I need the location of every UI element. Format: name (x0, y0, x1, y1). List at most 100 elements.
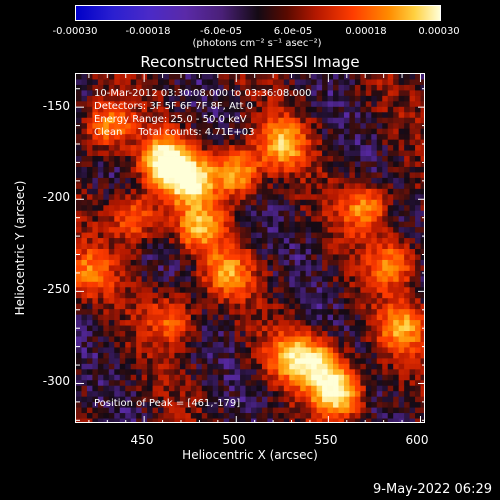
heatmap-cell (245, 106, 252, 113)
heatmap-cell (92, 243, 99, 250)
heatmap-cell (382, 309, 389, 316)
heatmap-cell (125, 221, 132, 228)
heatmap-cell (240, 276, 246, 283)
heatmap-cell (294, 341, 301, 348)
heatmap-cell (179, 363, 186, 370)
heatmap-cell (256, 320, 263, 326)
heatmap-cell (92, 90, 99, 97)
heatmap-cell (234, 418, 241, 422)
heatmap-cell (92, 216, 99, 223)
heatmap-cell (130, 254, 137, 261)
heatmap-cell (92, 172, 99, 179)
heatmap-cell (305, 216, 312, 223)
heatmap-cell (289, 265, 296, 272)
heatmap-cell (223, 161, 230, 168)
heatmap-cell (168, 281, 175, 288)
heatmap-cell (97, 380, 104, 387)
heatmap-cell (251, 221, 257, 228)
heatmap-cell (327, 128, 334, 135)
heatmap-cell (158, 418, 164, 422)
heatmap-cell (218, 210, 225, 217)
heatmap-cell (201, 331, 208, 337)
heatmap-cell (163, 139, 170, 146)
heatmap-cell (179, 347, 186, 354)
heatmap-cell (338, 413, 345, 419)
heatmap-cell (147, 238, 153, 244)
heatmap-cell (163, 172, 170, 179)
heatmap-cell (256, 210, 263, 217)
heatmap-cell (179, 292, 186, 299)
heatmap-cell (125, 396, 132, 403)
heatmap-cell (212, 325, 219, 332)
heatmap-cell (349, 331, 356, 337)
heatmap-cell (371, 150, 378, 157)
heatmap-cell (130, 134, 137, 141)
heatmap-cell (207, 380, 214, 387)
heatmap-cell (229, 166, 235, 173)
heatmap-cell (365, 161, 372, 168)
heatmap-cell (114, 418, 121, 422)
heatmap-cell (147, 287, 153, 294)
heatmap-cell (376, 183, 383, 190)
heatmap-cell (196, 227, 203, 233)
heatmap-cell (147, 391, 153, 398)
heatmap-cell (185, 292, 192, 299)
heatmap-cell (119, 95, 126, 102)
heatmap-cell (354, 276, 361, 283)
heatmap-cell (371, 341, 378, 348)
heatmap-cell (278, 407, 285, 414)
heatmap-cell (168, 418, 175, 422)
heatmap-cell (130, 221, 137, 228)
heatmap-cell (190, 418, 197, 422)
heatmap-cell (229, 227, 235, 233)
heatmap-cell (179, 320, 186, 326)
heatmap-cell (333, 385, 339, 392)
heatmap-cell (168, 270, 175, 277)
heatmap-cell (141, 276, 148, 283)
heatmap-cell (283, 161, 290, 168)
heatmap-cell (354, 134, 361, 141)
heatmap-cell (283, 347, 290, 354)
heatmap-cell (333, 270, 339, 277)
heatmap-cell (207, 374, 214, 381)
heatmap-cell (267, 128, 274, 135)
heatmap-cell (420, 363, 424, 370)
heatmap-cell (125, 134, 132, 141)
heatmap-cell (179, 259, 186, 266)
heatmap-cell (349, 232, 356, 239)
heatmap-cell (354, 287, 361, 294)
heatmap-cell (261, 79, 268, 86)
heatmap-cell (207, 270, 214, 277)
heatmap-cell (404, 188, 410, 195)
heatmap-cell (333, 407, 339, 414)
heatmap-cell (349, 265, 356, 272)
heatmap-cell (267, 385, 274, 392)
heatmap-cell (218, 249, 225, 255)
heatmap-cell (409, 363, 416, 370)
heatmap-cell (272, 347, 279, 354)
heatmap-cell (349, 254, 356, 261)
heatmap-cell (207, 74, 214, 80)
heatmap-cell (371, 292, 378, 299)
heatmap-cell (349, 243, 356, 250)
heatmap-cell (223, 358, 230, 365)
heatmap-cell (86, 188, 93, 195)
heatmap-cell (174, 259, 181, 266)
heatmap-cell (103, 177, 110, 184)
heatmap-cell (119, 331, 126, 337)
heatmap-cell (300, 418, 307, 422)
heatmap-cell (125, 166, 132, 173)
heatmap-cell (168, 341, 175, 348)
heatmap-cell (103, 221, 110, 228)
heatmap-cell (130, 287, 137, 294)
heatmap-cell (333, 402, 339, 408)
heatmap-cell (387, 84, 394, 91)
heatmap-cell (272, 221, 279, 228)
heatmap-cell (333, 156, 339, 162)
heatmap-cell (283, 418, 290, 422)
heatmap-cell (185, 325, 192, 332)
heatmap-cell (245, 101, 252, 108)
heatmap-cell (125, 145, 132, 151)
heatmap-cell (354, 358, 361, 365)
heatmap-cell (343, 270, 350, 277)
